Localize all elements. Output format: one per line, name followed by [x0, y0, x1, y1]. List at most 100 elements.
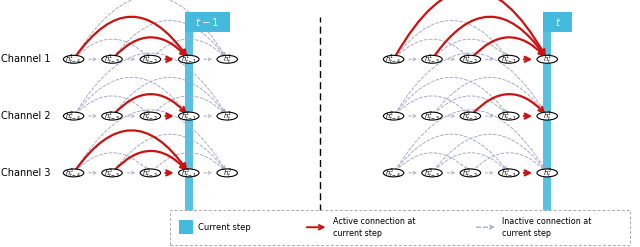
Text: $h^1_{t-1}$: $h^1_{t-1}$ [500, 53, 517, 66]
FancyArrowPatch shape [75, 0, 225, 57]
Text: Active connection at
current step: Active connection at current step [333, 217, 415, 238]
Circle shape [422, 55, 442, 63]
Text: $h^1_{t}$: $h^1_{t}$ [543, 53, 552, 66]
FancyArrowPatch shape [395, 53, 545, 114]
Text: $h^2_{t-3}$: $h^2_{t-3}$ [104, 109, 120, 123]
Text: Current step: Current step [198, 223, 251, 232]
FancyArrowPatch shape [433, 17, 544, 57]
Circle shape [102, 55, 122, 63]
Bar [185, 12, 193, 217]
Circle shape [140, 55, 161, 63]
FancyArrowPatch shape [114, 21, 225, 57]
Text: Channel 1: Channel 1 [1, 54, 51, 64]
Text: $h^1_{t}$: $h^1_{t}$ [223, 53, 232, 66]
FancyArrowPatch shape [434, 134, 545, 171]
Text: $h^3_{t-4}$: $h^3_{t-4}$ [385, 166, 402, 180]
Circle shape [63, 112, 84, 120]
FancyArrowPatch shape [396, 96, 468, 114]
Text: $h^3_{t-3}$: $h^3_{t-3}$ [104, 166, 120, 180]
Text: $h^1_{t-2}$: $h^1_{t-2}$ [462, 53, 479, 66]
FancyArrowPatch shape [395, 110, 545, 170]
Text: Channel 2: Channel 2 [1, 111, 51, 121]
FancyArrowPatch shape [434, 39, 506, 57]
Text: $h^1_{t-4}$: $h^1_{t-4}$ [65, 53, 82, 66]
FancyArrowPatch shape [396, 21, 506, 57]
FancyArrowPatch shape [434, 96, 506, 114]
FancyArrowPatch shape [75, 130, 186, 171]
Text: $h^3_{t-1}$: $h^3_{t-1}$ [500, 166, 517, 180]
Text: $h^3_{t-1}$: $h^3_{t-1}$ [180, 166, 197, 180]
FancyArrowPatch shape [114, 94, 185, 114]
FancyArrowPatch shape [434, 77, 545, 114]
FancyArrowPatch shape [75, 17, 186, 57]
Bar [543, 12, 551, 217]
Circle shape [383, 112, 404, 120]
Text: $h^2_{t-2}$: $h^2_{t-2}$ [142, 109, 159, 123]
Text: $h^3_{t}$: $h^3_{t}$ [223, 166, 232, 180]
Text: $t-1$: $t-1$ [195, 16, 220, 28]
FancyArrowPatch shape [76, 96, 148, 114]
Circle shape [217, 169, 237, 177]
FancyArrowPatch shape [472, 37, 543, 57]
Text: $h^1_{t-4}$: $h^1_{t-4}$ [385, 53, 402, 66]
FancyArrowPatch shape [396, 77, 506, 114]
Circle shape [499, 112, 519, 120]
Bar [179, 220, 193, 234]
Circle shape [499, 169, 519, 177]
FancyArrowPatch shape [434, 153, 506, 171]
FancyArrowPatch shape [76, 39, 148, 57]
FancyBboxPatch shape [185, 12, 230, 32]
Text: $h^3_{t-2}$: $h^3_{t-2}$ [462, 166, 479, 180]
Circle shape [383, 55, 404, 63]
Circle shape [102, 112, 122, 120]
FancyArrowPatch shape [472, 153, 545, 171]
FancyArrowPatch shape [472, 94, 543, 114]
FancyBboxPatch shape [170, 210, 630, 245]
FancyArrowPatch shape [396, 153, 468, 171]
Circle shape [460, 55, 481, 63]
Text: $t$: $t$ [555, 16, 561, 28]
Text: $h^3_{t-3}$: $h^3_{t-3}$ [424, 166, 440, 180]
Text: Channel 3: Channel 3 [1, 168, 51, 178]
Circle shape [179, 55, 199, 63]
FancyArrowPatch shape [395, 0, 545, 57]
Text: $h^2_{t-1}$: $h^2_{t-1}$ [180, 109, 197, 123]
Text: $h^2_{t-3}$: $h^2_{t-3}$ [424, 109, 440, 123]
Text: $h^2_{t-1}$: $h^2_{t-1}$ [500, 109, 517, 123]
FancyArrowPatch shape [396, 39, 468, 57]
FancyArrowPatch shape [114, 134, 225, 171]
FancyArrowPatch shape [75, 53, 225, 114]
Circle shape [217, 112, 237, 120]
FancyArrowPatch shape [114, 37, 185, 57]
Circle shape [140, 169, 161, 177]
Circle shape [102, 169, 122, 177]
Circle shape [422, 112, 442, 120]
Circle shape [499, 55, 519, 63]
Text: Inactive connection at
current step: Inactive connection at current step [502, 217, 592, 238]
Circle shape [217, 55, 237, 63]
Text: $h^1_{t-1}$: $h^1_{t-1}$ [180, 53, 197, 66]
FancyArrowPatch shape [396, 134, 506, 171]
Text: $h^2_{t}$: $h^2_{t}$ [223, 109, 232, 123]
Text: $h^3_{t}$: $h^3_{t}$ [543, 166, 552, 180]
Circle shape [537, 112, 557, 120]
Circle shape [460, 112, 481, 120]
FancyBboxPatch shape [543, 12, 572, 32]
Text: $h^2_{t-4}$: $h^2_{t-4}$ [385, 109, 402, 123]
Circle shape [383, 169, 404, 177]
Circle shape [63, 55, 84, 63]
Text: $h^2_{t-2}$: $h^2_{t-2}$ [462, 109, 479, 123]
Circle shape [179, 112, 199, 120]
Text: $h^1_{t-3}$: $h^1_{t-3}$ [104, 53, 120, 66]
Text: $h^2_{t-4}$: $h^2_{t-4}$ [65, 109, 82, 123]
Circle shape [179, 169, 199, 177]
FancyArrowPatch shape [152, 39, 225, 57]
Text: $h^3_{t-2}$: $h^3_{t-2}$ [142, 166, 159, 180]
FancyArrowPatch shape [76, 153, 148, 171]
Circle shape [537, 169, 557, 177]
FancyArrowPatch shape [75, 110, 225, 170]
FancyArrowPatch shape [152, 96, 225, 114]
FancyArrowPatch shape [76, 77, 186, 114]
Circle shape [537, 55, 557, 63]
Circle shape [140, 112, 161, 120]
